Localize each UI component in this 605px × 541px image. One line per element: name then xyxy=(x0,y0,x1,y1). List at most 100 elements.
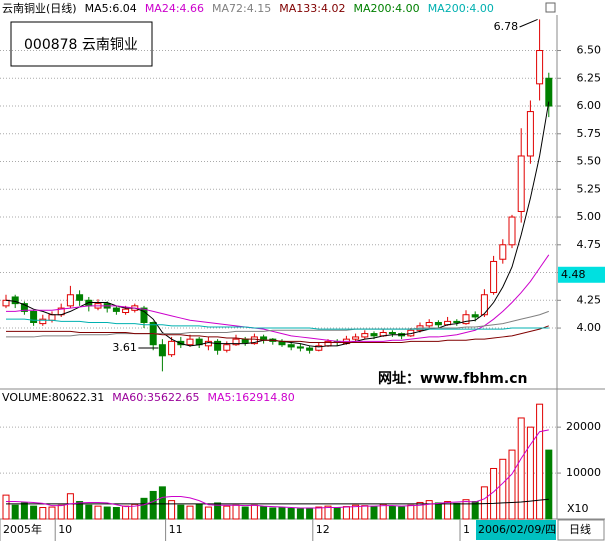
candle-body xyxy=(370,333,378,337)
y-tick-label: 5.50 xyxy=(577,155,602,168)
volume-bar xyxy=(508,449,516,520)
candle-body xyxy=(499,244,507,260)
candle-body xyxy=(30,310,38,324)
volume-bar xyxy=(76,501,84,520)
volume-bar xyxy=(453,502,461,520)
candle-body xyxy=(11,296,19,305)
volume-bar xyxy=(214,502,222,520)
period-label: 日线 xyxy=(569,522,591,536)
watermark: 网址：www.fbhm.cn xyxy=(378,370,527,387)
volume-bar xyxy=(407,504,415,520)
volume-tick-label: 20000 xyxy=(566,420,601,433)
volume-bar xyxy=(168,500,176,520)
volume-tick-label: 10000 xyxy=(566,466,601,479)
candle-body xyxy=(112,307,120,312)
header-label: MA200:4.00 xyxy=(428,2,494,15)
candle-body xyxy=(2,299,10,307)
header-label: MA5:6.04 xyxy=(85,2,137,15)
volume-bar xyxy=(480,486,488,520)
candle-body xyxy=(66,294,74,307)
candle-body xyxy=(545,77,553,107)
candle-body xyxy=(388,331,396,335)
candle-body xyxy=(526,111,534,157)
volume-bar xyxy=(526,426,534,520)
candle-body xyxy=(508,216,516,246)
candle-body xyxy=(352,336,360,340)
volume-bar xyxy=(398,506,406,520)
volume-bar xyxy=(250,504,258,520)
period-box xyxy=(557,519,605,541)
candle-body xyxy=(296,346,304,349)
date-label: 1 xyxy=(463,523,470,536)
candle-body xyxy=(214,340,222,351)
date-label: 12 xyxy=(316,523,330,536)
y-tick-label: 4.75 xyxy=(577,238,602,251)
volume-bar xyxy=(425,500,433,520)
candle-body xyxy=(287,344,295,348)
volume-header: VOLUME:80622.31 xyxy=(2,391,104,404)
candle-body xyxy=(122,308,130,314)
volume-unit: X10 xyxy=(567,502,589,515)
volume-bar xyxy=(140,497,148,520)
ma-line xyxy=(6,318,549,330)
candle-body xyxy=(20,303,28,312)
volume-bar xyxy=(158,486,166,520)
candle-body xyxy=(168,340,176,356)
volume-bar xyxy=(269,507,277,520)
volume-bar xyxy=(315,506,323,520)
volume-bar xyxy=(434,502,442,520)
candle-body xyxy=(232,338,240,346)
candle-body xyxy=(361,333,369,338)
high-annotation: 6.78 xyxy=(494,20,518,33)
y-tick-label: 6.50 xyxy=(577,44,602,57)
volume-bar xyxy=(324,505,332,520)
date-label: 11 xyxy=(169,523,183,536)
volume-ma-line xyxy=(6,498,549,505)
volume-bar xyxy=(333,507,341,520)
candle-body xyxy=(453,320,461,324)
cursor-date: 2006/02/09/四 xyxy=(478,523,556,536)
volume-bar xyxy=(306,507,314,520)
low-annotation: 3.61 xyxy=(112,341,136,354)
window-icon[interactable] xyxy=(545,2,556,13)
volume-bar xyxy=(342,506,350,520)
volume-header: MA60:35622.65 xyxy=(112,391,199,404)
header-label: MA200:4.00 xyxy=(353,2,419,15)
candle-body xyxy=(315,345,323,351)
volume-bar xyxy=(112,507,120,520)
volume-bar xyxy=(2,494,10,520)
header-label: MA72:4.15 xyxy=(212,2,271,15)
volume-bar xyxy=(388,505,396,520)
volume-bar xyxy=(361,505,369,520)
candle-body xyxy=(490,260,498,294)
volume-header: MA5:162914.80 xyxy=(207,391,294,404)
volume-bar xyxy=(296,508,304,520)
candle-body xyxy=(223,344,231,351)
candle-body xyxy=(434,322,442,326)
date-label: 10 xyxy=(58,523,72,536)
volume-bar xyxy=(462,499,470,520)
candle-body xyxy=(517,155,525,212)
volume-bar xyxy=(177,504,185,520)
ma-line xyxy=(6,254,550,342)
volume-bar xyxy=(444,501,452,520)
header-label: MA24:4.66 xyxy=(145,2,204,15)
volume-bar xyxy=(370,506,378,520)
candle-body xyxy=(76,294,84,301)
y-tick-label: 6.25 xyxy=(577,71,602,84)
cursor-date-box xyxy=(476,520,556,540)
candle-body xyxy=(48,314,56,321)
volume-bar xyxy=(232,504,240,520)
volume-bar xyxy=(416,501,424,520)
volume-bar xyxy=(39,507,47,520)
cursor-price-box xyxy=(558,266,605,283)
volume-bar xyxy=(195,503,203,520)
volume-bar xyxy=(103,506,111,520)
candle-body xyxy=(480,294,488,316)
candle-body xyxy=(186,338,194,346)
volume-bar xyxy=(499,458,507,520)
volume-bar xyxy=(352,504,360,520)
volume-bar xyxy=(149,490,157,520)
candle-body xyxy=(306,347,314,351)
